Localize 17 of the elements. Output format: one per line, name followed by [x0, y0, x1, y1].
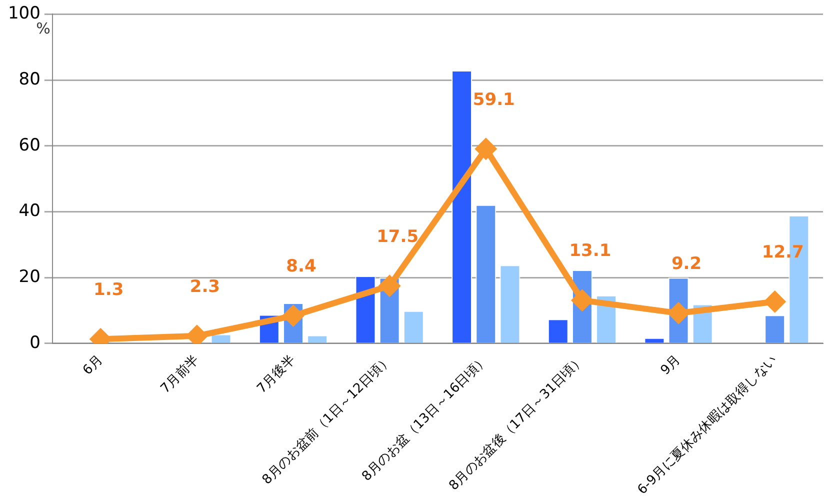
x-tick-label: 7月後半 — [254, 352, 298, 397]
y-tick-label: 60 — [18, 135, 40, 156]
data-label: 2.3 — [190, 276, 220, 297]
data-label: 13.1 — [569, 241, 612, 262]
data-label: 9.2 — [671, 254, 702, 274]
y-tick-label: 80 — [18, 69, 40, 90]
data-label: 12.7 — [762, 242, 804, 263]
x-tick-label: 6月 — [80, 352, 106, 378]
y-tick-label: 20 — [18, 267, 40, 288]
data-label: 1.3 — [94, 280, 124, 300]
x-tick-label: 9月 — [658, 352, 684, 378]
data-label: 17.5 — [376, 226, 419, 247]
data-label: 59.1 — [472, 90, 515, 110]
x-tick-label: 7月前半 — [158, 352, 202, 397]
y-tick-label: 0 — [30, 332, 40, 353]
y-tick-label: 40 — [18, 201, 40, 222]
data-label: 8.4 — [286, 256, 316, 277]
